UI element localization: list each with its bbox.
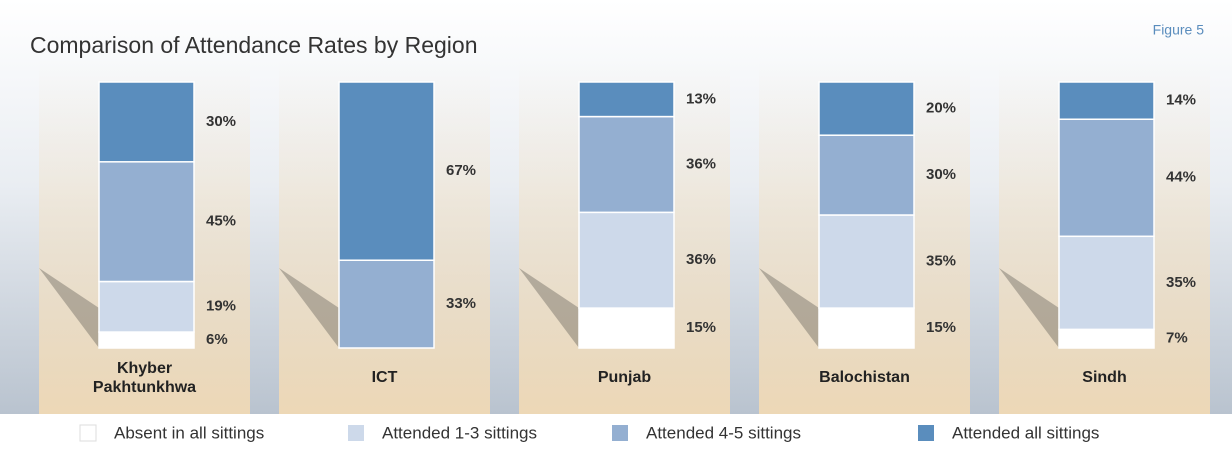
panel-shadow [39,268,99,348]
value-label: 33% [446,295,476,312]
category-label: Sindh [1082,369,1126,386]
legend-label: Attended 1-3 sittings [382,423,537,442]
bar-segment [578,115,675,214]
panel-shadow [279,268,339,348]
category-label: Khyber Pakhtunkhwa [93,360,196,396]
value-label: 35% [926,253,956,270]
figure-label: Figure 5 [1153,22,1205,38]
bar-segment [818,214,915,309]
bar-segment [818,307,915,349]
category-label: Balochistan [819,369,910,386]
value-label: 30% [206,113,236,130]
value-label: 7% [1166,330,1188,347]
value-label: 45% [206,213,236,230]
bar-segment [578,81,675,118]
bar-segment [338,259,435,349]
value-label: 6% [206,331,228,348]
category-label: ICT [372,369,398,386]
legend-label: Absent in all sittings [114,423,264,442]
bar-segment [578,307,675,349]
bar-segment [98,81,195,163]
bar-segment [578,211,675,309]
legend-label: Attended 4-5 sittings [646,423,801,442]
bar-segment [98,331,195,349]
value-label: 20% [926,100,956,117]
panel-shadow [759,268,819,348]
value-label: 35% [1166,274,1196,291]
legend-label: Attended all sittings [952,423,1099,442]
bar-segment [98,280,195,333]
legend-swatch [612,425,628,441]
legend-swatch [79,424,97,442]
value-label: 36% [686,251,716,268]
bar-segment [1058,118,1155,238]
value-label: 13% [686,90,716,107]
value-label: 44% [1166,169,1196,186]
chart-title: Comparison of Attendance Rates by Region [30,32,478,58]
legend-swatch [918,425,934,441]
bar-segment [818,81,915,136]
value-label: 36% [686,155,716,172]
legend-swatch [348,425,364,441]
category-label: Punjab [598,369,652,386]
value-label: 30% [926,166,956,183]
bar-segment [1058,328,1155,349]
bar-segment [338,81,435,261]
value-label: 15% [686,319,716,336]
bar-segment [818,134,915,216]
bar-segment [1058,235,1155,331]
value-label: 19% [206,298,236,315]
panel-shadow [999,268,1059,348]
value-label: 14% [1166,92,1196,109]
panel-shadow [519,268,579,348]
bar-segment [98,161,195,283]
value-label: 15% [926,319,956,336]
bar-segment [1058,81,1155,120]
value-label: 67% [446,162,476,179]
